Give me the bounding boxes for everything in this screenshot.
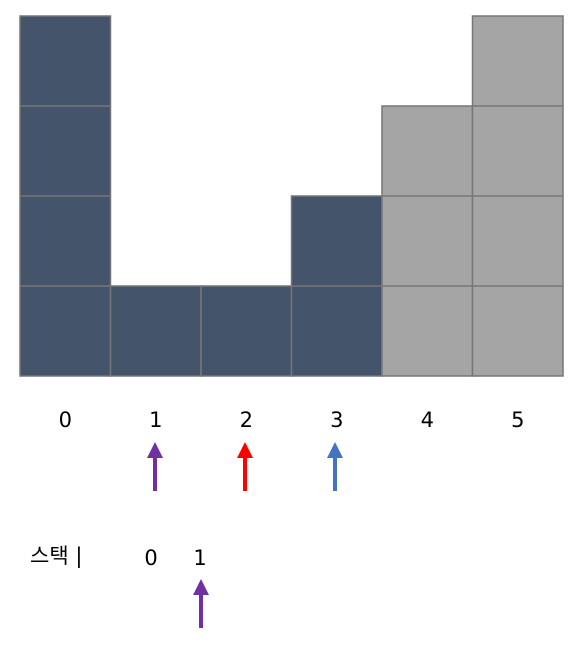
- bar: [200, 285, 293, 377]
- stack-item: 1: [193, 546, 206, 570]
- index-label: 0: [59, 408, 72, 432]
- index-label: 1: [149, 408, 162, 432]
- stack-item: 0: [144, 546, 157, 570]
- bars: [19, 15, 564, 377]
- bar: [109, 285, 202, 377]
- index-label: 2: [240, 408, 253, 432]
- stack-label: 스택 |: [30, 544, 82, 569]
- index-label: 5: [511, 408, 524, 432]
- index-label: 4: [421, 408, 434, 432]
- index-label: 3: [330, 408, 343, 432]
- bar: [381, 105, 474, 377]
